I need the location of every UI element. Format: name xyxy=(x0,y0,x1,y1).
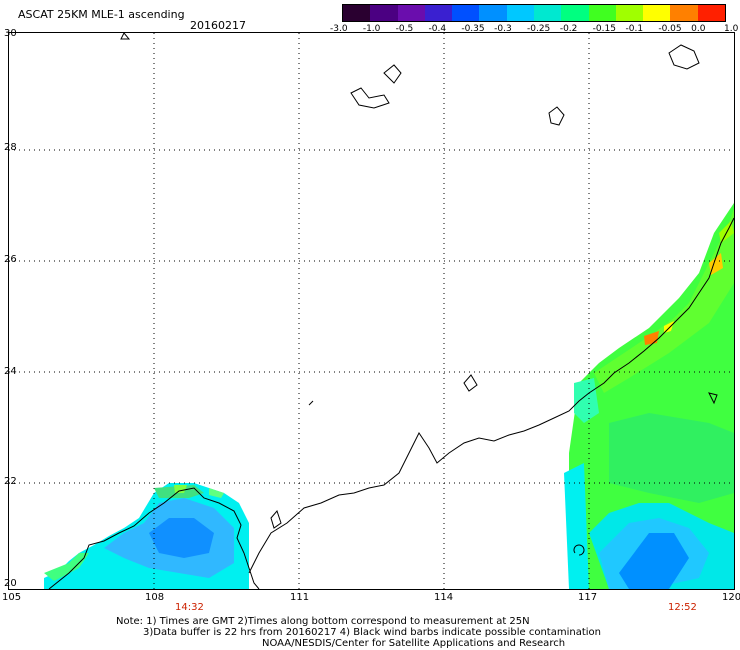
colorbar-segment xyxy=(561,5,590,21)
colorbar-tick-label: -0.3 xyxy=(494,24,512,34)
colorbar-tick-label: -0.2 xyxy=(559,24,578,34)
colorbar-segment xyxy=(479,5,508,21)
colorbar-segment xyxy=(397,5,426,21)
colorbar-tick-label: -3.0 xyxy=(330,24,348,34)
colorbar-tick-label: -0.15 xyxy=(592,24,616,34)
map-panel xyxy=(8,32,735,590)
lon-label-114: 114 xyxy=(434,592,454,603)
colorbar xyxy=(342,4,726,22)
colorbar-segment xyxy=(697,5,726,21)
colorbar-segment xyxy=(370,5,399,21)
west-swath xyxy=(44,483,249,589)
lon-label-105: 105 xyxy=(2,592,22,603)
graticule xyxy=(9,33,734,589)
colorbar-segment xyxy=(424,5,453,21)
coastline xyxy=(48,33,734,589)
lat-label-20: 20 xyxy=(4,578,17,589)
lon-label-120: 120 xyxy=(722,592,740,603)
product-title: ASCAT 25KM MLE-1 ascending xyxy=(18,8,185,21)
colorbar-tick-label: -0.05 xyxy=(658,24,682,34)
note-line-3: NOAA/NESDIS/Center for Satellite Applica… xyxy=(262,638,566,649)
lon-label-117: 117 xyxy=(578,592,598,603)
colorbar-segment xyxy=(670,5,699,21)
note-line-2: 3)Data buffer is 22 hrs from 20160217 4)… xyxy=(143,627,601,638)
lat-label-26: 26 xyxy=(4,254,17,265)
lat-label-30: 30 xyxy=(4,28,17,39)
colorbar-tick-label: -0.4 xyxy=(428,24,447,34)
colorbar-tick-label: -0.35 xyxy=(461,24,485,34)
note-line-1: Note: 1) Times are GMT 2)Times along bot… xyxy=(116,616,530,627)
colorbar-tick-label: -0.1 xyxy=(625,24,644,34)
colorbar-segment xyxy=(452,5,480,21)
colorbar-segment xyxy=(506,5,535,21)
colorbar-tick-label: 0.0 xyxy=(691,24,706,34)
colorbar-segment xyxy=(534,5,562,21)
colorbar-segment xyxy=(343,5,371,21)
product-date: 20160217 xyxy=(190,19,246,32)
colorbar-tick-label: -1.0 xyxy=(362,24,381,34)
colorbar-tick-label: -0.5 xyxy=(395,24,414,34)
colorbar-segment xyxy=(643,5,671,21)
lon-label-111: 111 xyxy=(290,592,310,603)
map-svg xyxy=(9,33,734,589)
lat-label-28: 28 xyxy=(4,142,17,153)
lat-label-22: 22 xyxy=(4,476,17,487)
pass-time-west: 14:32 xyxy=(175,602,204,613)
lon-label-108: 108 xyxy=(145,592,165,603)
pass-time-east: 12:52 xyxy=(668,602,697,613)
colorbar-segment xyxy=(615,5,644,21)
colorbar-segment xyxy=(588,5,617,21)
colorbar-tick-label: -0.25 xyxy=(527,24,551,34)
east-swath xyxy=(564,203,734,589)
colorbar-tick-label: 1.0 xyxy=(724,24,739,34)
lat-label-24: 24 xyxy=(4,366,17,377)
colorbar-tick-labels: -3.0 -1.0 -0.5 -0.4 -0.35 -0.3 -0.25 -0.2 -0.15-… xyxy=(330,24,740,38)
